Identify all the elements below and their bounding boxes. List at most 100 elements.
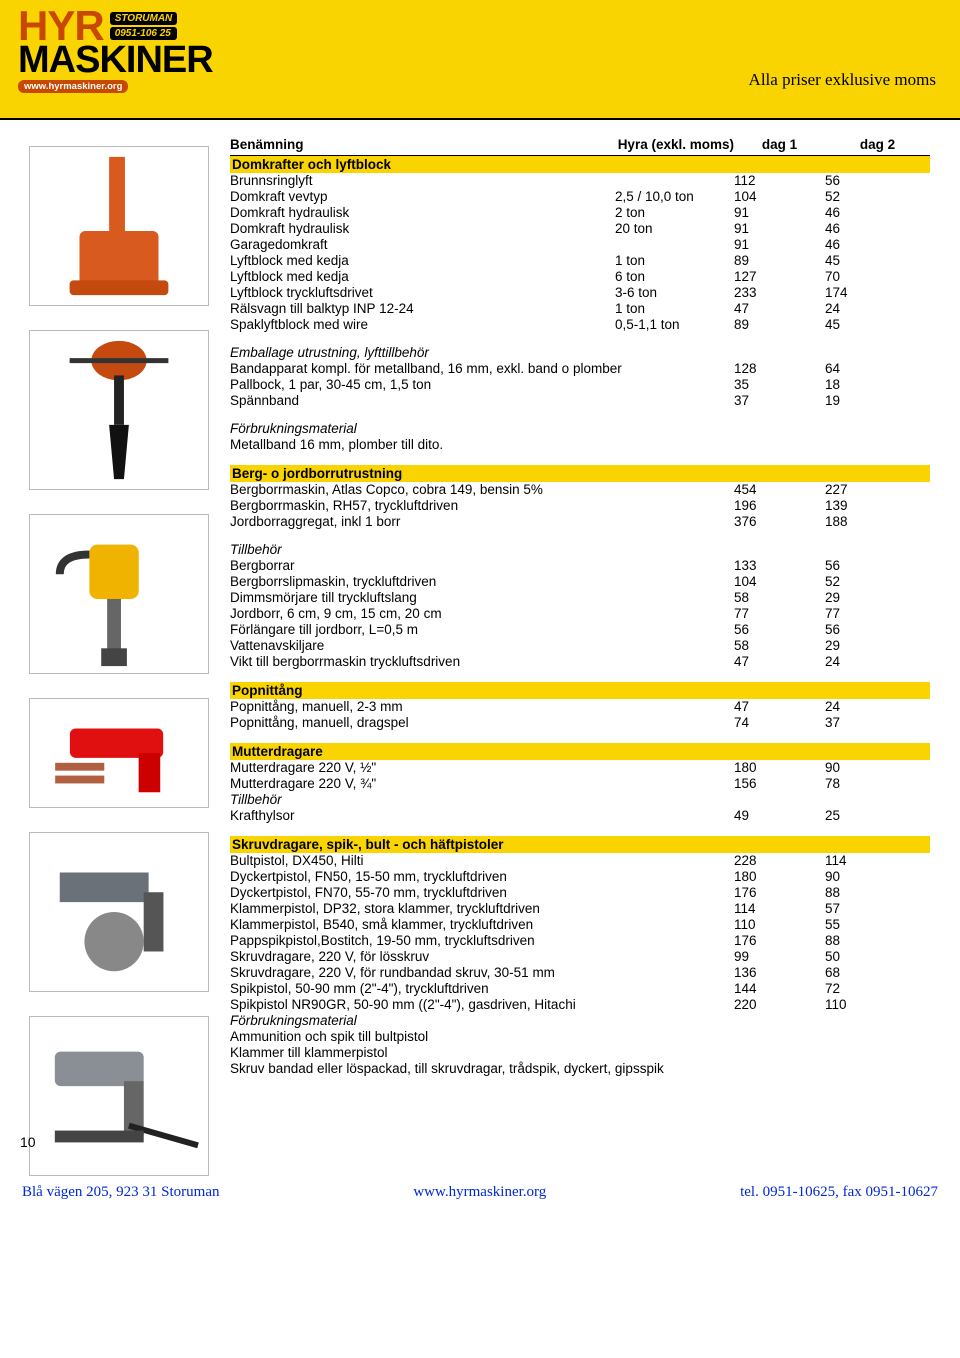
price-d2: 72 [825,981,930,997]
item-spec: 3-6 ton [615,285,734,301]
item-name: Popnittång, manuell, dragspel [230,715,615,731]
price-d1: 114 [734,901,825,917]
price-d2: 56 [825,173,930,189]
price-d1: 74 [734,715,825,731]
price-d1 [734,1045,825,1061]
item-name: Domkraft hydraulisk [230,205,615,221]
item-name: Spännband [230,393,615,409]
item-spec [615,715,734,731]
item-name: Skruvdragare, 220 V, för rundbandad skru… [230,965,734,981]
item-name: Garagedomkraft [230,237,615,253]
item-name: Spaklyftblock med wire [230,317,615,333]
item-name: Lyftblock med kedja [230,253,615,269]
item-spec [615,482,734,498]
price-d2: 56 [825,558,930,574]
price-d1: 176 [734,933,825,949]
section-header: Skruvdragare, spik-, bult - och häftpist… [230,836,930,853]
price-d2: 70 [825,269,930,285]
price-d2: 52 [825,574,930,590]
item-name: Dyckertpistol, FN50, 15-50 mm, tryckluft… [230,869,615,885]
price-d1: 104 [734,574,825,590]
footer-contact: tel. 0951-10625, fax 0951-10627 [740,1184,938,1201]
price-d2: 50 [825,949,930,965]
item-spec [615,574,734,590]
price-d2: 174 [825,285,930,301]
price-d2: 227 [825,482,930,498]
price-d2: 24 [825,301,930,317]
logo-maskiner: MASKINER [18,44,192,76]
price-d2: 90 [825,869,930,885]
price-d1: 220 [734,997,825,1013]
price-d1: 136 [734,965,825,981]
price-d2: 78 [825,776,930,792]
price-d2: 24 [825,699,930,715]
price-d2: 114 [825,853,930,869]
main-content: Benämning Hyra (exkl. moms) dag 1 dag 2 … [230,120,960,1176]
footer-address: Blå vägen 205, 923 31 Storuman [22,1184,219,1201]
price-d1: 112 [734,173,825,189]
price-d1: 196 [734,498,825,514]
item-name: Bultpistol, DX450, Hilti [230,853,615,869]
item-spec [615,590,734,606]
price-d1: 104 [734,189,825,205]
price-d1: 89 [734,317,825,333]
product-image [29,146,209,306]
item-spec [615,638,734,654]
item-name: Domkraft hydraulisk [230,221,615,237]
item-name: Förlängare till jordborr, L=0,5 m [230,622,615,638]
item-spec: 2,5 / 10,0 ton [615,189,734,205]
item-name: Rälsvagn till balktyp INP 12-24 [230,301,615,317]
price-d1: 47 [734,301,825,317]
price-d2: 24 [825,654,930,670]
price-d2: 88 [825,933,930,949]
page-number: 10 [20,1134,36,1150]
subheading: Tillbehör [230,792,930,808]
item-name: Bergborrar [230,558,615,574]
price-d1: 99 [734,949,825,965]
price-d1: 110 [734,917,825,933]
item-spec [615,1045,734,1061]
price-d2: 29 [825,638,930,654]
product-image [29,832,209,992]
item-name: Mutterdragare 220 V, ½" [230,760,615,776]
item-spec [615,949,734,965]
section-header: Domkrafter och lyftblock [230,155,930,173]
price-d1: 376 [734,514,825,530]
price-d1: 233 [734,285,825,301]
item-name: Brunnsringlyft [230,173,615,189]
price-d1: 58 [734,638,825,654]
item-name: Metallband 16 mm, plomber till dito. [230,437,615,453]
item-name: Jordborraggregat, inkl 1 borr [230,514,615,530]
price-d1: 47 [734,654,825,670]
product-image [29,1016,209,1176]
price-d1: 47 [734,699,825,715]
item-name: Pappspikpistol,Bostitch, 19-50 mm, tryck… [230,933,734,949]
price-d2: 110 [825,997,930,1013]
price-d2: 64 [825,361,930,377]
item-name: Jordborr, 6 cm, 9 cm, 15 cm, 20 cm [230,606,615,622]
price-d2: 55 [825,917,930,933]
subheading: Förbrukningsmaterial [230,1013,930,1029]
item-spec [615,437,734,453]
price-d1 [734,437,825,453]
item-spec: 1 ton [615,301,734,317]
price-d1: 91 [734,205,825,221]
price-d2: 45 [825,253,930,269]
price-d1 [734,1029,825,1045]
price-d2: 52 [825,189,930,205]
item-name: Lyftblock tryckluftsdrivet [230,285,615,301]
price-table: Benämning Hyra (exkl. moms) dag 1 dag 2 … [230,136,930,1077]
item-spec [615,853,734,869]
item-name: Vikt till bergborrmaskin tryckluftsdrive… [230,654,615,670]
price-d1: 35 [734,377,825,393]
item-spec [615,173,734,189]
item-spec [615,606,734,622]
price-d2: 25 [825,808,930,824]
item-spec [615,498,734,514]
logo: HYR STORUMAN 0951-106 25 MASKINER www.hy… [0,0,200,94]
price-d1: 180 [734,869,825,885]
price-d2: 46 [825,221,930,237]
logo-tag-1: STORUMAN [110,12,178,25]
item-spec [615,760,734,776]
price-d1: 127 [734,269,825,285]
